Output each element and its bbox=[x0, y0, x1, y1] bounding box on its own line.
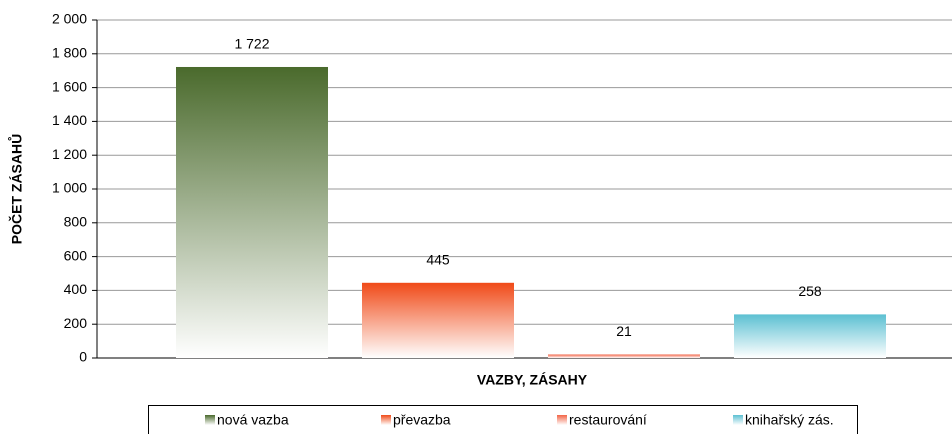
legend-label: nová vazba bbox=[217, 412, 289, 428]
y-tick-label: 2 000 bbox=[52, 11, 87, 27]
legend-swatch bbox=[733, 415, 743, 425]
y-tick-label: 800 bbox=[64, 214, 88, 230]
bar bbox=[362, 282, 514, 358]
x-axis-title: VAZBY, ZÁSAHY bbox=[477, 372, 588, 388]
data-label: 1 722 bbox=[234, 36, 269, 52]
y-tick-label: 1 600 bbox=[52, 78, 87, 94]
bar bbox=[176, 66, 328, 359]
legend-label: knihařský zás. bbox=[745, 412, 834, 428]
y-tick-label: 1 200 bbox=[52, 146, 87, 162]
legend-swatch bbox=[381, 415, 391, 425]
y-tick-label: 1 400 bbox=[52, 112, 87, 128]
legend-label: převazba bbox=[393, 412, 451, 428]
bar bbox=[548, 354, 700, 358]
legend-swatch bbox=[557, 415, 567, 425]
y-tick-label: 1 000 bbox=[52, 180, 87, 196]
data-label: 258 bbox=[798, 283, 822, 299]
y-tick-label: 600 bbox=[64, 247, 88, 263]
y-tick-label: 200 bbox=[64, 315, 88, 331]
data-label: 21 bbox=[616, 323, 632, 339]
legend-label: restaurování bbox=[569, 412, 647, 428]
y-tick-label: 0 bbox=[79, 349, 87, 365]
y-tick-label: 1 800 bbox=[52, 45, 87, 61]
y-tick-label: 400 bbox=[64, 281, 88, 297]
legend-swatch bbox=[205, 415, 215, 425]
y-axis-title: POČET ZÁSAHŮ bbox=[7, 134, 25, 244]
bar bbox=[734, 314, 886, 358]
data-label: 445 bbox=[426, 251, 450, 267]
